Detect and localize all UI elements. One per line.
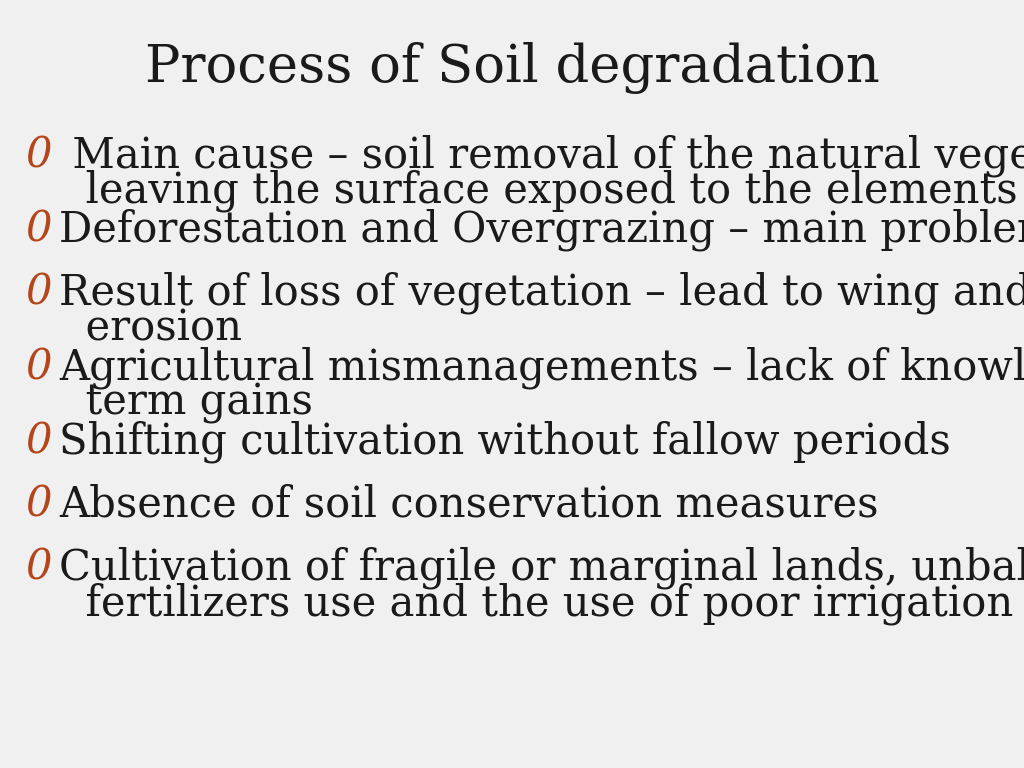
Text: Result of loss of vegetation – lead to wing and water: Result of loss of vegetation – lead to w… (59, 272, 1024, 314)
Text: 0: 0 (26, 484, 52, 526)
Text: erosion: erosion (59, 307, 243, 349)
Text: 0: 0 (26, 346, 52, 389)
Text: Process of Soil degradation: Process of Soil degradation (144, 42, 880, 94)
Text: Shifting cultivation without fallow periods: Shifting cultivation without fallow peri… (59, 421, 951, 463)
Text: 0: 0 (26, 547, 52, 589)
Text: Agricultural mismanagements – lack of knowledge, short: Agricultural mismanagements – lack of kn… (59, 346, 1024, 389)
Text: Cultivation of fragile or marginal lands, unbalanced: Cultivation of fragile or marginal lands… (59, 547, 1024, 589)
Text: 0: 0 (26, 134, 52, 177)
Text: 0: 0 (26, 209, 52, 251)
Text: 0: 0 (26, 421, 52, 463)
Text: Main cause – soil removal of the natural vegetation cover,: Main cause – soil removal of the natural… (59, 134, 1024, 177)
Text: term gains: term gains (59, 382, 313, 424)
Text: Absence of soil conservation measures: Absence of soil conservation measures (59, 484, 879, 526)
Text: leaving the surface exposed to the elements: leaving the surface exposed to the eleme… (59, 170, 1018, 212)
Text: fertilizers use and the use of poor irrigation techniques: fertilizers use and the use of poor irri… (59, 582, 1024, 624)
Text: Deforestation and Overgrazing – main problems: Deforestation and Overgrazing – main pro… (59, 209, 1024, 251)
Text: 0: 0 (26, 272, 52, 314)
